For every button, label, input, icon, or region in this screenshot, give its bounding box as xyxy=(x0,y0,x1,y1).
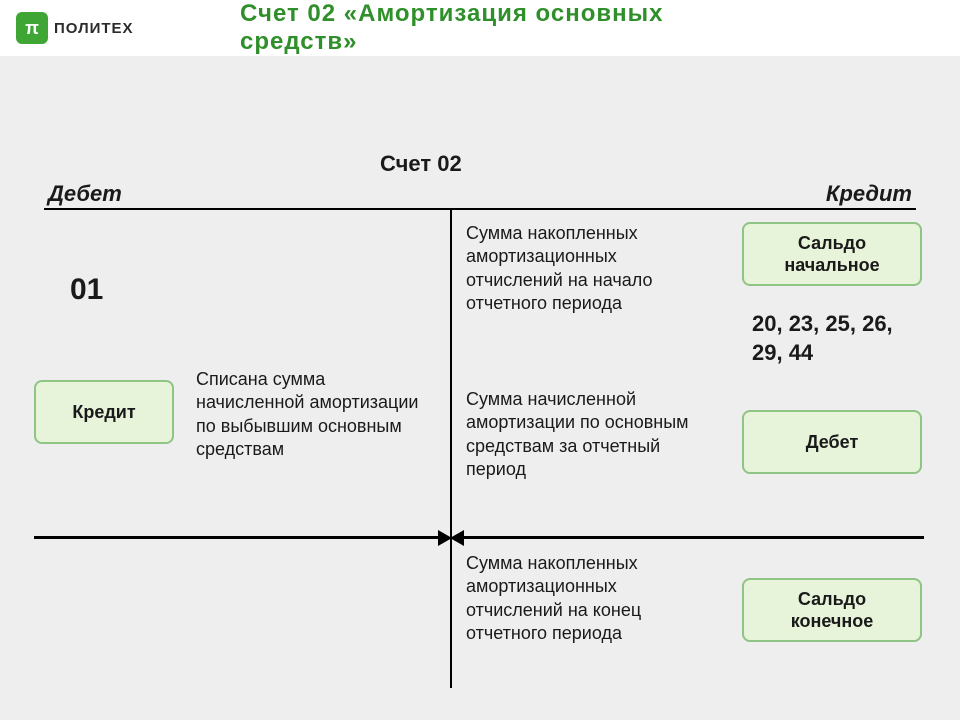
credit-box-label: Кредит xyxy=(72,401,135,424)
t-account-credit-header: Кредит xyxy=(826,180,912,209)
opening-balance-label: Сальдо начальное xyxy=(756,232,908,277)
arrow-line-right xyxy=(462,536,924,539)
closing-balance-label: Сальдо конечное xyxy=(756,588,908,633)
debit-box: Дебет xyxy=(742,410,922,474)
t-account-vertical-line xyxy=(450,208,452,688)
desc-debit-writeoff: Списана сумма начисленной амортизации по… xyxy=(196,368,436,462)
opening-balance-box: Сальдо начальное xyxy=(742,222,922,286)
t-account-debit-header: Дебет xyxy=(48,180,122,209)
debit-box-label: Дебет xyxy=(806,431,859,454)
desc-closing-balance: Сумма накопленных амортизационных отчисл… xyxy=(466,552,716,646)
credit-box: Кредит xyxy=(34,380,174,444)
arrow-line-left xyxy=(34,536,438,539)
corresponding-account-01: 01 xyxy=(70,270,103,309)
desc-period-depreciation: Сумма начисленной амортизации по основны… xyxy=(466,388,716,482)
t-account-top-line xyxy=(44,208,916,210)
closing-balance-box: Сальдо конечное xyxy=(742,578,922,642)
account-label: Счет 02 xyxy=(380,150,462,179)
page-title: Счет 02 «Амортизация основных средств» xyxy=(240,0,720,56)
header-bar: π ПОЛИТЕХ Счет 02 «Амортизация основных … xyxy=(0,0,960,56)
logo: π ПОЛИТЕХ xyxy=(16,12,134,44)
arrow-head-right-icon xyxy=(450,530,464,546)
desc-opening-balance: Сумма накопленных амортизационных отчисл… xyxy=(466,222,716,316)
logo-text: ПОЛИТЕХ xyxy=(54,20,134,37)
corresponding-accounts-list: 20, 23, 25, 26, 29, 44 xyxy=(752,310,922,367)
logo-badge-icon: π xyxy=(16,12,48,44)
